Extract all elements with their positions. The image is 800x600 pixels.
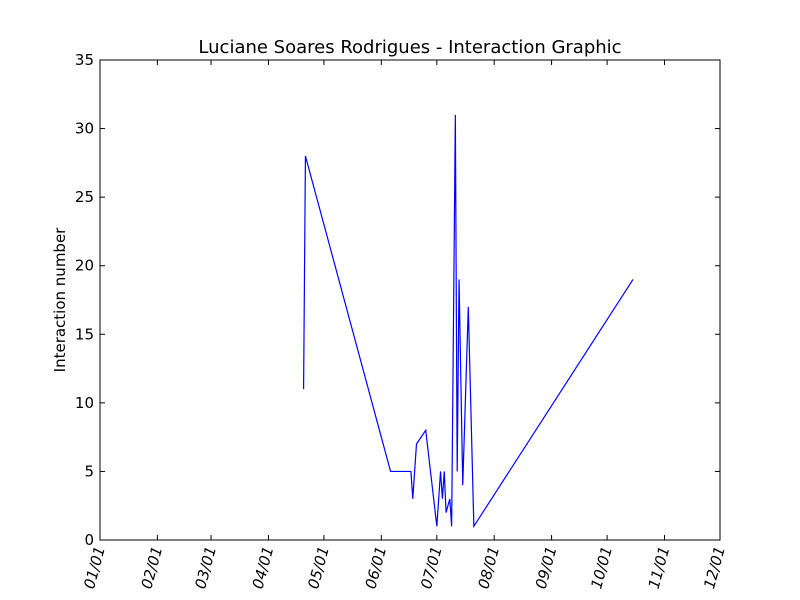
x-tick-label: 10/01 xyxy=(587,544,616,590)
x-tick-label: 01/01 xyxy=(80,544,109,590)
x-tick-label: 03/01 xyxy=(191,544,220,590)
y-tick-label: 25 xyxy=(75,188,94,206)
x-tick-label: 02/01 xyxy=(138,544,167,590)
y-tick-label: 10 xyxy=(75,394,94,412)
x-tick-label: 07/01 xyxy=(417,544,446,590)
x-axis: 01/01 02/01 03/01 04/01 05/01 06/01 07/01 08/01… xyxy=(80,60,729,591)
plot-frame xyxy=(99,59,721,541)
y-tick-label: 30 xyxy=(75,120,94,138)
y-tick-label: 15 xyxy=(75,325,94,343)
y-axis-label: Interaction number xyxy=(51,227,69,373)
y-axis: 0 5 10 15 20 25 30 35 xyxy=(75,51,720,549)
x-tick-label: 06/01 xyxy=(362,544,391,590)
x-tick-label: 05/01 xyxy=(304,544,333,590)
chart-title: Luciane Soares Rodrigues - Interaction G… xyxy=(198,37,621,58)
x-tick-label: 08/01 xyxy=(474,544,503,590)
y-tick-label: 0 xyxy=(84,531,94,549)
x-tick-label: 12/01 xyxy=(700,544,729,590)
x-tick-label: 11/01 xyxy=(645,544,674,590)
y-tick-label: 20 xyxy=(75,257,94,275)
series-line-0 xyxy=(302,114,634,529)
x-tick-label: 04/01 xyxy=(249,544,278,590)
x-tick-label: 09/01 xyxy=(532,544,561,590)
y-tick-label: 5 xyxy=(84,462,94,480)
y-tick-label: 35 xyxy=(75,51,94,69)
plot-area xyxy=(302,114,634,529)
